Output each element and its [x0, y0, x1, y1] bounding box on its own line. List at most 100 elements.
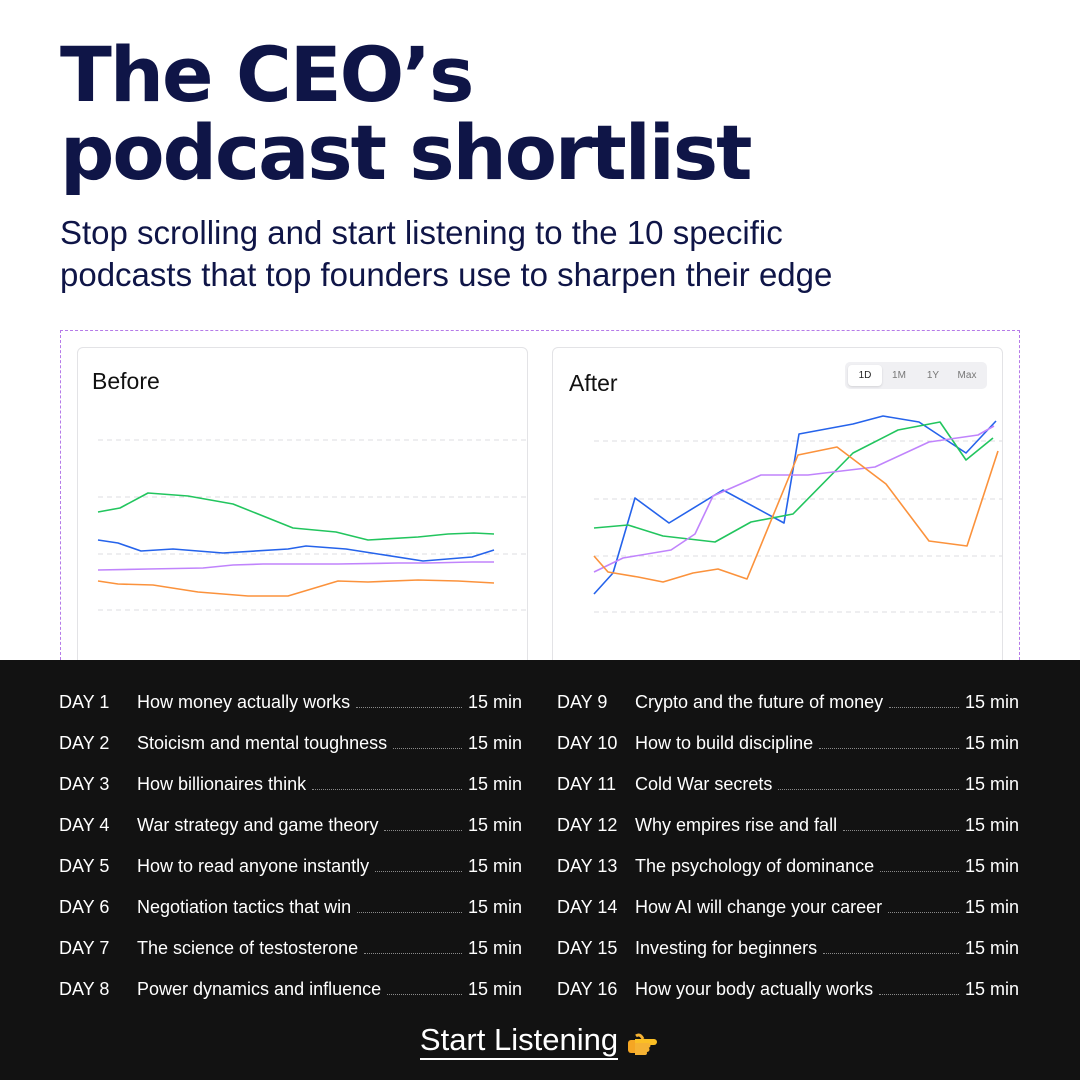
- episode-duration: 15 min: [467, 815, 522, 835]
- schedule-row: DAY 8 Power dynamics and influence 15 min: [59, 974, 522, 1000]
- dot-leader: [393, 748, 462, 749]
- title-line-1: The CEO’s: [60, 30, 474, 119]
- dot-leader: [843, 830, 959, 831]
- range-tab[interactable]: 1D: [848, 365, 882, 386]
- dot-leader: [357, 912, 462, 913]
- dot-leader: [889, 707, 959, 708]
- range-tab[interactable]: 1M: [892, 370, 906, 381]
- purple-series-line: [593, 425, 995, 573]
- start-listening-link[interactable]: Start Listening: [419, 1022, 660, 1060]
- before-chart-title: Before: [92, 368, 160, 394]
- time-range-selector: 1D 1M 1Y Max: [845, 362, 987, 389]
- episode-duration: 15 min: [964, 856, 1019, 876]
- page-title: The CEO’s podcast shortlist: [60, 36, 1020, 192]
- episode-topic: War strategy and game theory: [137, 815, 379, 835]
- dot-leader: [312, 789, 462, 790]
- range-tab[interactable]: 1Y: [926, 370, 940, 381]
- day-label: DAY 13: [557, 856, 618, 876]
- episode-topic: How AI will change your career: [635, 897, 883, 917]
- episode-topic: Why empires rise and fall: [635, 815, 838, 835]
- episode-duration: 15 min: [467, 774, 522, 794]
- schedule-row: DAY 15 Investing for beginners 15 min: [557, 933, 1019, 959]
- day-label: DAY 6: [59, 897, 110, 917]
- green-series-line: [97, 492, 495, 541]
- day-label: DAY 1: [59, 692, 110, 712]
- schedule-row: DAY 10 How to build discipline 15 min: [557, 728, 1019, 754]
- dot-leader: [823, 953, 959, 954]
- subtitle-line-2: podcasts that top founders use to sharpe…: [60, 256, 833, 293]
- dot-leader: [364, 953, 462, 954]
- episode-duration: 15 min: [964, 692, 1019, 712]
- schedule-row: DAY 13 The psychology of dominance 15 min: [557, 851, 1019, 877]
- blue-series-line: [97, 539, 495, 562]
- day-label: DAY 7: [59, 938, 110, 958]
- episode-duration: 15 min: [467, 733, 522, 753]
- day-label: DAY 15: [557, 938, 618, 958]
- green-series-line: [593, 421, 994, 543]
- dot-leader: [356, 707, 462, 708]
- after-chart-card: After 1D 1M 1Y Max: [552, 347, 1003, 677]
- episode-topic: How to read anyone instantly: [137, 856, 370, 876]
- schedule-row: DAY 3 How billionaires think 15 min: [59, 769, 522, 795]
- schedule-row: DAY 4 War strategy and game theory 15 min: [59, 810, 522, 836]
- schedule-row: DAY 14 How AI will change your career 15 m…: [557, 892, 1019, 918]
- day-label: DAY 4: [59, 815, 110, 835]
- start-listening-label: Start Listening: [419, 1022, 619, 1060]
- episode-duration: 15 min: [964, 938, 1019, 958]
- range-tab[interactable]: Max: [957, 370, 977, 381]
- episode-topic: How money actually works: [137, 692, 351, 712]
- pointing-right-hand-icon: [626, 1028, 660, 1055]
- dot-leader: [880, 871, 959, 872]
- day-label: DAY 2: [59, 733, 110, 753]
- schedule-row: DAY 9 Crypto and the future of money 15 mi…: [557, 687, 1019, 713]
- schedule-row: DAY 1 How money actually works 15 min: [59, 687, 522, 713]
- day-label: DAY 3: [59, 774, 110, 794]
- after-chart-title: After: [569, 370, 618, 396]
- orange-series-line: [97, 579, 495, 597]
- episode-topic: The psychology of dominance: [635, 856, 875, 876]
- day-label: DAY 10: [557, 733, 618, 753]
- schedule-row: DAY 5 How to read anyone instantly 15 min: [59, 851, 522, 877]
- page-subtitle: Stop scrolling and start listening to th…: [60, 212, 1020, 296]
- purple-series-line: [97, 561, 494, 571]
- episode-duration: 15 min: [467, 938, 522, 958]
- schedule-row: DAY 2 Stoicism and mental toughness 15 min: [59, 728, 522, 754]
- orange-series-line: [593, 446, 999, 583]
- after-chart: [593, 415, 1002, 613]
- day-label: DAY 9: [557, 692, 608, 712]
- dot-leader: [819, 748, 959, 749]
- day-label: DAY 5: [59, 856, 110, 876]
- before-chart: [97, 439, 527, 611]
- episode-duration: 15 min: [964, 979, 1019, 999]
- schedule-panel: [0, 660, 1080, 1080]
- dot-leader: [879, 994, 959, 995]
- schedule-row: DAY 6 Negotiation tactics that win 15 min: [59, 892, 522, 918]
- episode-topic: Stoicism and mental toughness: [137, 733, 388, 753]
- day-label: DAY 16: [557, 979, 618, 999]
- episode-duration: 15 min: [964, 733, 1019, 753]
- schedule-row: DAY 16 How your body actually works 15 min: [557, 974, 1019, 1000]
- day-label: DAY 14: [557, 897, 618, 917]
- episode-topic: How your body actually works: [635, 979, 874, 999]
- episode-duration: 15 min: [467, 979, 522, 999]
- dot-leader: [384, 830, 462, 831]
- day-label: DAY 11: [557, 774, 617, 794]
- schedule-row: DAY 12 Why empires rise and fall 15 min: [557, 810, 1019, 836]
- title-line-2: podcast shortlist: [60, 108, 752, 197]
- before-chart-card: Before: [77, 347, 528, 677]
- dot-leader: [387, 994, 462, 995]
- cta-container: Start Listening: [0, 1022, 1080, 1060]
- dot-leader: [375, 871, 462, 872]
- episode-topic: How billionaires think: [137, 774, 307, 794]
- episode-topic: Cold War secrets: [635, 774, 773, 794]
- episode-topic: Power dynamics and influence: [137, 979, 382, 999]
- day-label: DAY 8: [59, 979, 110, 999]
- episode-topic: Investing for beginners: [635, 938, 818, 958]
- episode-topic: Crypto and the future of money: [635, 692, 884, 712]
- episode-duration: 15 min: [467, 856, 522, 876]
- episode-topic: How to build discipline: [635, 733, 814, 753]
- episode-topic: The science of testosterone: [137, 938, 359, 958]
- subtitle-line-1: Stop scrolling and start listening to th…: [60, 214, 783, 251]
- chart-comparison-frame: Before After 1D 1M 1Y Max: [60, 330, 1020, 677]
- dot-leader: [778, 789, 959, 790]
